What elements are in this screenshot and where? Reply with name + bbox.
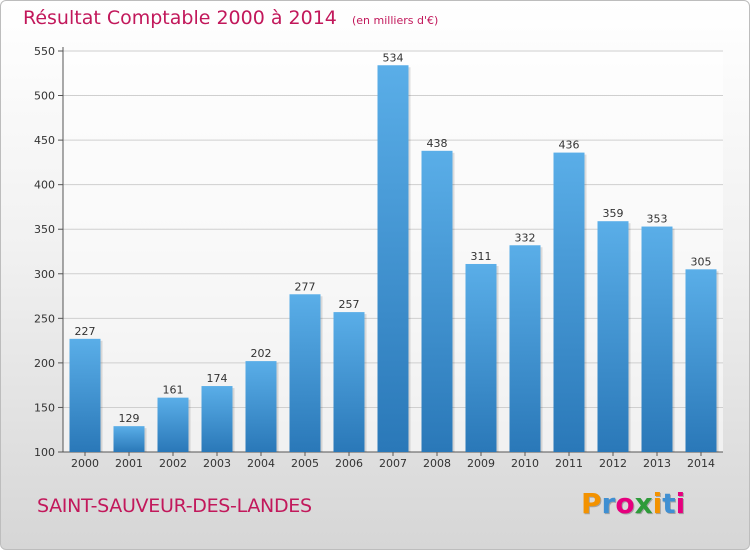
proxiti-logo: Proxiti bbox=[581, 487, 685, 520]
y-tick-label: 100 bbox=[34, 446, 55, 459]
bar-2006 bbox=[333, 312, 365, 452]
logo-letter: P bbox=[581, 487, 602, 520]
bar-2013 bbox=[641, 226, 673, 452]
unit-text: (en milliers d'€) bbox=[351, 14, 439, 27]
title-text: Résultat Comptable 2000 à 2014 bbox=[23, 7, 337, 29]
bar-2002 bbox=[157, 397, 189, 452]
y-tick-label: 250 bbox=[34, 312, 55, 325]
data-label: 332 bbox=[515, 231, 536, 244]
y-tick-label: 550 bbox=[34, 45, 55, 58]
commune-name: SAINT-SAUVEUR-DES-LANDES bbox=[37, 495, 312, 517]
bar-2005 bbox=[289, 294, 321, 452]
x-tick-label: 2006 bbox=[335, 457, 363, 470]
data-label: 227 bbox=[75, 325, 96, 338]
data-label: 202 bbox=[251, 347, 272, 360]
bar-2011 bbox=[553, 152, 585, 452]
chart-title: Résultat Comptable 2000 à 2014 (en milli… bbox=[23, 7, 438, 29]
data-label: 161 bbox=[163, 384, 184, 397]
y-tick-label: 350 bbox=[34, 223, 55, 236]
x-tick-label: 2012 bbox=[599, 457, 627, 470]
bar-2003 bbox=[201, 386, 233, 452]
data-label: 277 bbox=[295, 280, 316, 293]
x-tick-label: 2001 bbox=[115, 457, 143, 470]
logo-letter: i bbox=[652, 487, 663, 520]
x-tick-label: 2010 bbox=[511, 457, 539, 470]
logo-letter: o bbox=[615, 487, 635, 520]
bar-2014 bbox=[685, 269, 717, 452]
x-tick-label: 2007 bbox=[379, 457, 407, 470]
x-tick-label: 2013 bbox=[643, 457, 671, 470]
bar-2009 bbox=[465, 263, 497, 452]
y-tick-label: 450 bbox=[34, 134, 55, 147]
x-tick-label: 2014 bbox=[687, 457, 715, 470]
logo-letter: x bbox=[634, 487, 653, 520]
data-label: 129 bbox=[119, 412, 140, 425]
data-label: 257 bbox=[339, 298, 360, 311]
data-label: 359 bbox=[603, 207, 624, 220]
x-tick-label: 2002 bbox=[159, 457, 187, 470]
bar-2010 bbox=[509, 245, 541, 452]
x-tick-label: 2009 bbox=[467, 457, 495, 470]
y-tick-label: 400 bbox=[34, 179, 55, 192]
bar-2012 bbox=[597, 221, 629, 452]
logo-letter: i bbox=[675, 487, 686, 520]
y-tick-label: 300 bbox=[34, 268, 55, 281]
data-label: 311 bbox=[471, 250, 492, 263]
data-label: 174 bbox=[207, 372, 228, 385]
y-tick-label: 200 bbox=[34, 357, 55, 370]
data-label: 305 bbox=[691, 255, 712, 268]
bar-2008 bbox=[421, 150, 453, 452]
x-tick-label: 2003 bbox=[203, 457, 231, 470]
y-tick-label: 500 bbox=[34, 90, 55, 103]
x-tick-label: 2011 bbox=[555, 457, 583, 470]
bar-2000 bbox=[69, 338, 101, 452]
bar-2007 bbox=[377, 65, 409, 452]
bar-2004 bbox=[245, 361, 277, 452]
logo-letter: t bbox=[662, 487, 676, 520]
data-label: 353 bbox=[647, 213, 668, 226]
logo-letter: r bbox=[601, 487, 616, 520]
x-tick-label: 2008 bbox=[423, 457, 451, 470]
x-tick-label: 2000 bbox=[71, 457, 99, 470]
y-tick-label: 150 bbox=[34, 401, 55, 414]
x-tick-label: 2004 bbox=[247, 457, 275, 470]
bar-2001 bbox=[113, 426, 145, 452]
data-label: 534 bbox=[383, 51, 404, 64]
x-tick-label: 2005 bbox=[291, 457, 319, 470]
data-label: 436 bbox=[559, 139, 580, 152]
data-label: 438 bbox=[427, 137, 448, 150]
